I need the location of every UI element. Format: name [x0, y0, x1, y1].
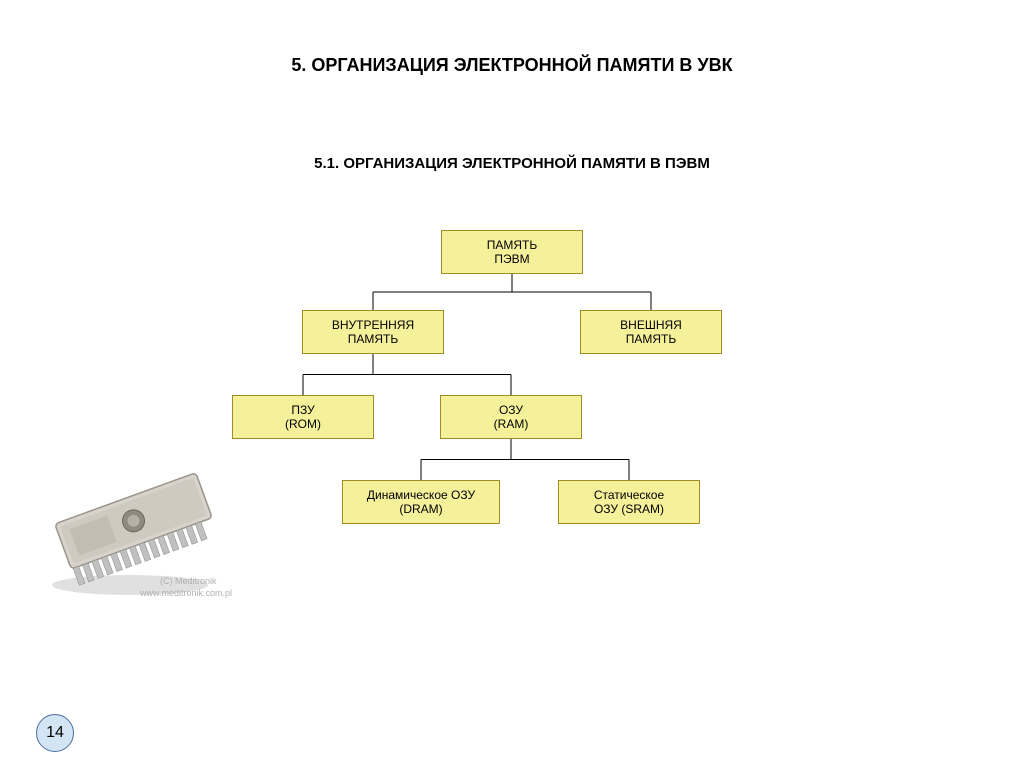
tree-node-internal: ВНУТРЕННЯЯ ПАМЯТЬ — [302, 310, 444, 354]
tree-node-rom: ПЗУ (ROM) — [232, 395, 374, 439]
chip-watermark-2: www.meditronik.com.pl — [140, 588, 232, 598]
main-title: 5. ОРГАНИЗАЦИЯ ЭЛЕКТРОННОЙ ПАМЯТИ В УВК — [0, 55, 1024, 76]
tree-node-sram: Статическое ОЗУ (SRAM) — [558, 480, 700, 524]
tree-node-dram: Динамическое ОЗУ (DRAM) — [342, 480, 500, 524]
chip-watermark-1: (C) Meditronik — [160, 576, 217, 586]
tree-node-external: ВНЕШНЯЯ ПАМЯТЬ — [580, 310, 722, 354]
sub-title: 5.1. ОРГАНИЗАЦИЯ ЭЛЕКТРОННОЙ ПАМЯТИ В ПЭ… — [0, 155, 1024, 172]
page-number-text: 14 — [46, 724, 64, 742]
tree-connectors — [0, 0, 1024, 768]
page-number-badge: 14 — [36, 714, 74, 752]
tree-node-ram: ОЗУ (RAM) — [440, 395, 582, 439]
tree-node-root: ПАМЯТЬ ПЭВМ — [441, 230, 583, 274]
